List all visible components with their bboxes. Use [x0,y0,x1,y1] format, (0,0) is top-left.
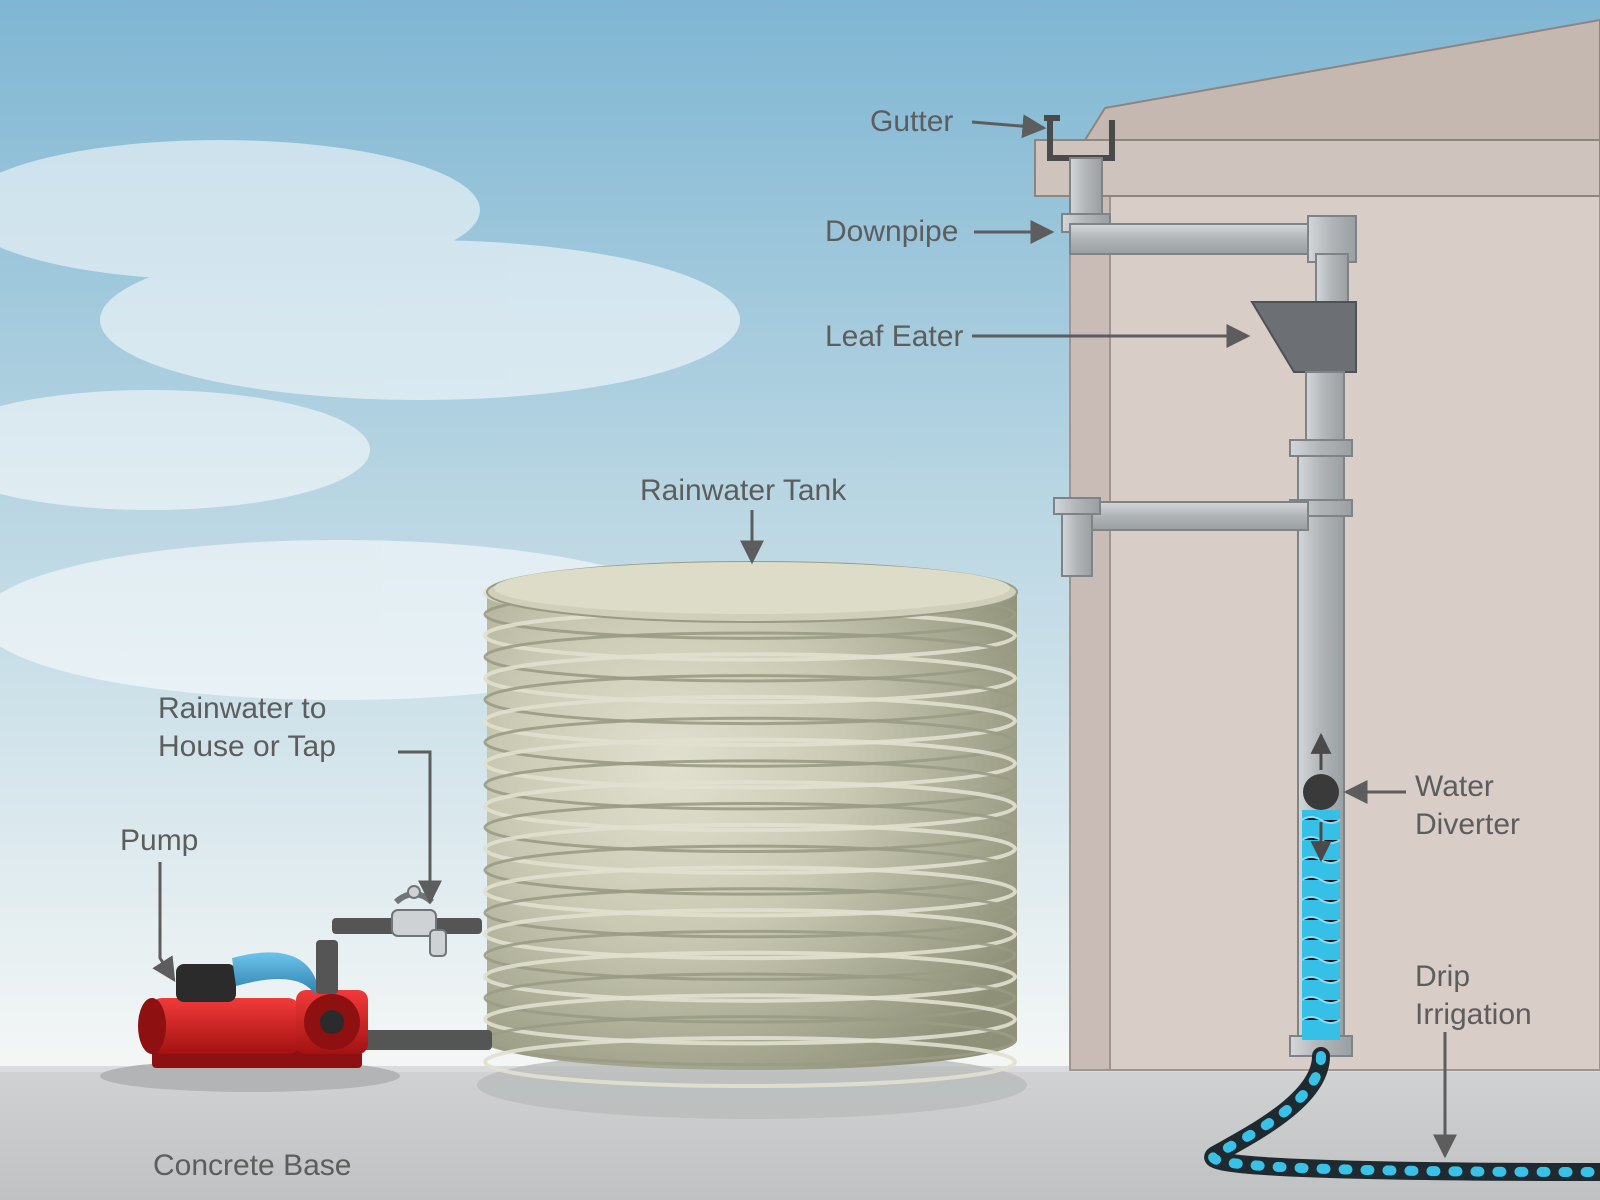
label-rainwater-tank: Rainwater Tank [640,472,846,510]
label-drip-irrigation: Drip Irrigation [1415,958,1532,1033]
diagram-stage: Gutter Downpipe Leaf Eater Rainwater Tan… [0,0,1600,1200]
label-pump: Pump [120,822,198,860]
label-concrete-base: Concrete Base [153,1147,351,1185]
label-water-diverter: Water Diverter [1415,768,1520,843]
label-downpipe: Downpipe [825,213,958,251]
rainwater-tank-icon [477,562,1027,1119]
diagram-svg [0,0,1600,1200]
label-rainwater-to-tap: Rainwater to House or Tap [158,690,336,765]
label-gutter: Gutter [870,103,953,141]
label-leaf-eater: Leaf Eater [825,318,963,356]
